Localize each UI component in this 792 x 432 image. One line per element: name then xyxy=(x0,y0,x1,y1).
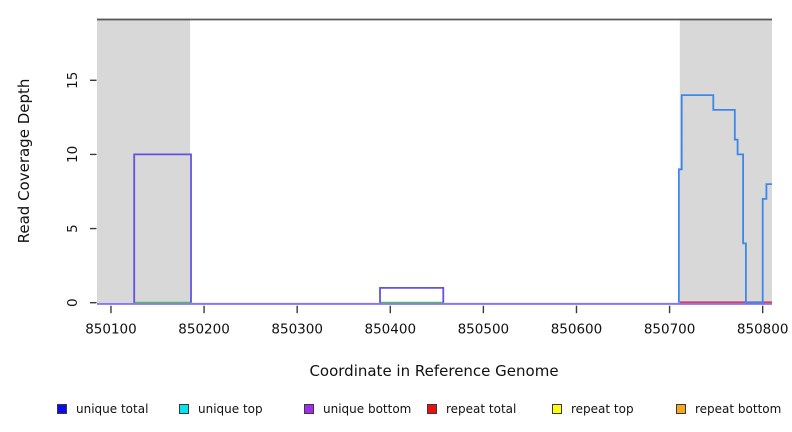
unique-top-swatch-icon xyxy=(179,404,189,414)
legend-item-repeat-top: repeat top xyxy=(552,402,634,416)
svg-text:850500: 850500 xyxy=(458,322,510,338)
legend-label: unique top xyxy=(198,402,263,416)
svg-text:850300: 850300 xyxy=(271,322,323,338)
legend-item-repeat-bottom: repeat bottom xyxy=(676,402,781,416)
svg-text:850400: 850400 xyxy=(365,322,417,338)
svg-text:15: 15 xyxy=(65,72,81,89)
unique-bottom-swatch-icon xyxy=(304,404,314,414)
repeat-top-swatch-icon xyxy=(552,404,562,414)
svg-text:850100: 850100 xyxy=(85,322,137,338)
legend-item-unique-top: unique top xyxy=(179,402,263,416)
legend-item-unique-total: unique total xyxy=(57,402,148,416)
svg-text:0: 0 xyxy=(65,298,81,307)
y-axis-title: Read Coverage Depth xyxy=(15,78,33,244)
svg-text:850800: 850800 xyxy=(737,322,789,338)
svg-text:850600: 850600 xyxy=(551,322,603,338)
svg-text:850700: 850700 xyxy=(644,322,696,338)
legend-label: repeat total xyxy=(446,402,517,416)
svg-text:10: 10 xyxy=(65,146,81,163)
legend-item-unique-bottom: unique bottom xyxy=(304,402,411,416)
legend-item-repeat-total: repeat total xyxy=(427,402,516,416)
legend-label: repeat bottom xyxy=(695,402,782,416)
repeat-total-swatch-icon xyxy=(427,404,437,414)
legend-label: unique bottom xyxy=(323,402,412,416)
legend-label: unique total xyxy=(76,402,149,416)
svg-text:850200: 850200 xyxy=(178,322,230,338)
unique-total-swatch-icon xyxy=(57,404,67,414)
svg-text:5: 5 xyxy=(65,224,81,233)
x-axis-title: Coordinate in Reference Genome xyxy=(309,362,559,380)
legend-label: repeat top xyxy=(571,402,634,416)
repeat-bottom-swatch-icon xyxy=(676,404,686,414)
